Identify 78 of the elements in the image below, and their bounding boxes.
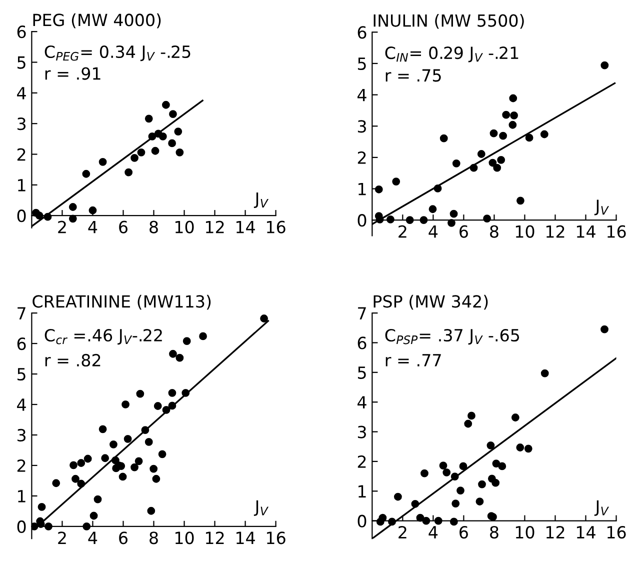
x-tick-label: 12 — [206, 220, 224, 234]
y-tick-label: 0 — [17, 520, 26, 533]
y-tick-label: 5 — [358, 58, 366, 70]
y-tick-label: 2 — [17, 459, 26, 472]
y-tick-label: 6 — [358, 336, 366, 350]
y-tick-label: 2 — [358, 151, 366, 164]
x-tick-label: 14 — [576, 225, 596, 238]
chart-title: CREATININE (MW113) — [32, 294, 211, 310]
chart-title: INULIN (MW 5500) — [374, 14, 524, 29]
x-tick-label: 12 — [546, 225, 564, 238]
chart-title: PEG (MW 4000) — [33, 13, 161, 28]
y-tick-label: 5 — [18, 56, 26, 69]
annotation: r = .91 — [45, 67, 100, 80]
x-tick-label: 2 — [398, 225, 406, 238]
x-tick-label: 10 — [175, 220, 194, 234]
annotation: C$_{PEG}$= 0.34 J$_{V}$ -.25 — [44, 45, 190, 62]
x-tick-label: 6 — [119, 532, 128, 544]
annotation: r = .75 — [386, 69, 441, 82]
y-tick-label: 7 — [18, 307, 26, 320]
x-tick-label: 8 — [490, 225, 498, 238]
y-tick-label: 1 — [18, 490, 26, 502]
annotation: C$_{cr}$ =.46 J$_{V}$-.22 — [44, 328, 162, 345]
x-tick-label: 6 — [119, 220, 128, 234]
y-tick-label: 5 — [358, 366, 366, 379]
x-tick-label: 16 — [607, 225, 626, 238]
y-tick-label: 2 — [17, 148, 26, 161]
x-tick-label: 8 — [490, 526, 498, 539]
x-axis-title: J$_{V}$ — [254, 192, 269, 208]
x-axis-title: J$_{V}$ — [594, 200, 609, 216]
y-tick-label: 4 — [17, 87, 26, 100]
annotation: C$_{IN}$= 0.29 J$_{V}$ -.21 — [385, 46, 518, 62]
x-tick-label: 8 — [150, 220, 158, 234]
x-tick-label: 8 — [150, 532, 158, 544]
x-axis-title: J$_{V}$ — [254, 500, 269, 516]
x-tick-label: 10 — [516, 526, 534, 539]
y-tick-label: 1 — [358, 182, 366, 196]
y-tick-label: 1 — [358, 485, 366, 498]
y-tick-label: 4 — [358, 88, 366, 102]
x-tick-label: 16 — [267, 532, 286, 544]
x-tick-label: 12 — [546, 526, 564, 538]
x-tick-label: 2 — [58, 220, 66, 234]
x-tick-label: 4 — [88, 220, 98, 234]
x-tick-label: 6 — [460, 526, 468, 539]
y-tick-label: 6 — [17, 26, 26, 38]
x-tick-label: 14 — [236, 220, 255, 234]
y-tick-label: 6 — [17, 337, 26, 350]
x-tick-label: 10 — [516, 225, 534, 238]
y-tick-label: 1 — [18, 179, 26, 192]
x-tick-label: 6 — [460, 225, 468, 238]
y-tick-label: 7 — [358, 307, 366, 320]
x-tick-label: 2 — [58, 532, 66, 544]
x-tick-label: 4 — [428, 526, 438, 538]
x-tick-label: 10 — [175, 532, 194, 544]
y-tick-label: 6 — [358, 26, 366, 39]
x-tick-label: 2 — [398, 526, 406, 538]
y-tick-label: 2 — [358, 455, 366, 468]
y-tick-label: 5 — [18, 368, 26, 381]
y-tick-label: 0 — [358, 514, 366, 528]
x-tick-label: 12 — [206, 532, 224, 544]
y-tick-label: 3 — [358, 426, 366, 438]
x-tick-label: 16 — [607, 526, 626, 539]
y-tick-label: 0 — [358, 214, 366, 227]
x-axis-title: J$_{V}$ — [594, 500, 609, 516]
y-tick-label: 4 — [358, 396, 366, 408]
chart-title: PSP (MW 342) — [374, 294, 488, 310]
x-tick-label: 14 — [576, 526, 596, 538]
x-tick-label: 16 — [267, 220, 286, 234]
annotation: r = .77 — [386, 354, 441, 366]
annotation: r = .82 — [45, 354, 100, 367]
y-tick-label: 3 — [18, 428, 26, 442]
x-tick-label: 4 — [428, 225, 438, 238]
y-tick-label: 3 — [358, 120, 366, 133]
y-tick-label: 0 — [17, 210, 26, 222]
annotation: C$_{PSP}$= .37 J$_{V}$ -.65 — [385, 328, 520, 345]
x-tick-label: 4 — [88, 532, 98, 544]
y-tick-label: 3 — [18, 118, 26, 130]
x-tick-label: 14 — [236, 532, 255, 544]
y-tick-label: 4 — [17, 398, 26, 411]
